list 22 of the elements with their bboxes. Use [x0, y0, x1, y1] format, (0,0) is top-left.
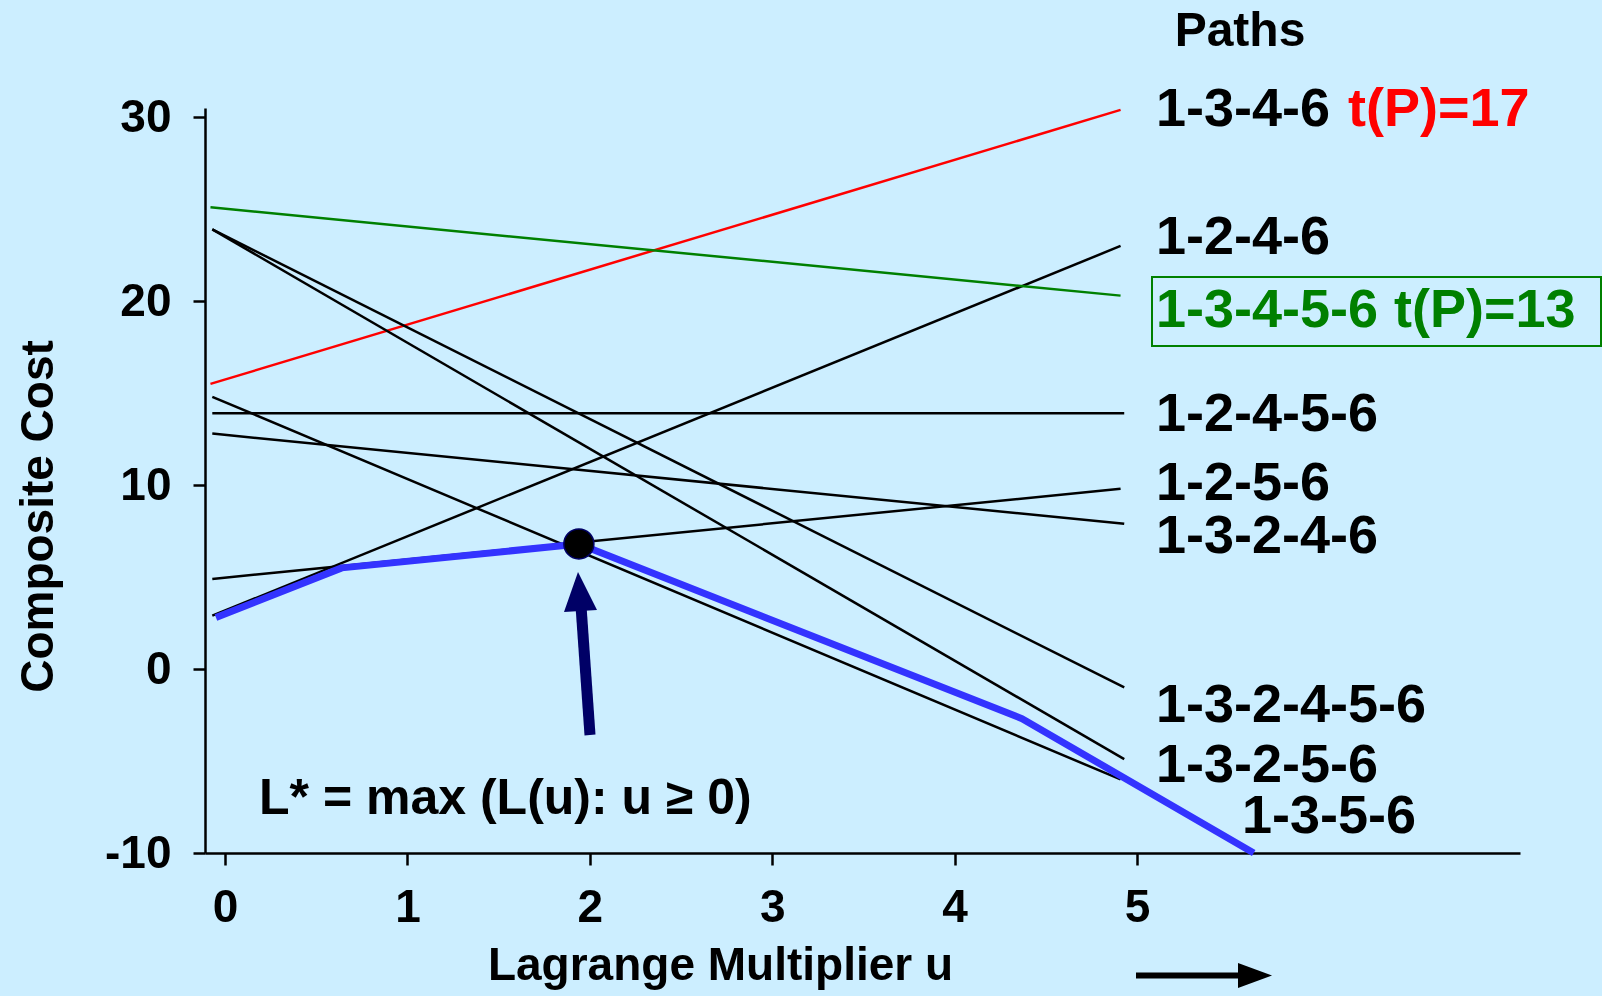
y-tick-label: 30 [120, 89, 172, 142]
y-tick-label: 10 [120, 457, 172, 510]
x-tick-label: 4 [942, 879, 969, 932]
y-tick-label: -10 [105, 825, 172, 878]
annotation: t(P)=13 [1394, 278, 1576, 338]
x-tick-label: 2 [577, 879, 604, 932]
x-tick-label: 3 [759, 879, 786, 932]
series-label: 1-2-4-6 [1156, 205, 1331, 265]
annotation: L* = max (L(u): u ≥ 0) [259, 769, 752, 825]
x-tick-label: 5 [1124, 879, 1151, 932]
x-tick-label: 1 [395, 879, 421, 932]
series-label: 1-3-4-6 [1156, 77, 1331, 137]
series-label: 1-3-2-4-5-6 [1156, 673, 1427, 733]
text: Paths [1174, 3, 1306, 56]
series-label: 1-2-4-5-6 [1156, 382, 1379, 442]
y-axis-title: Composite Cost [10, 340, 63, 693]
series-label: 1-3-4-5-6 [1156, 278, 1379, 338]
y-tick-label: 20 [120, 273, 172, 326]
x-tick-label: 0 [212, 879, 239, 932]
x-axis-title: Lagrange Multiplier u [487, 937, 954, 990]
y-tick-label: 0 [145, 641, 172, 694]
annotation: t(P)=17 [1348, 77, 1530, 137]
